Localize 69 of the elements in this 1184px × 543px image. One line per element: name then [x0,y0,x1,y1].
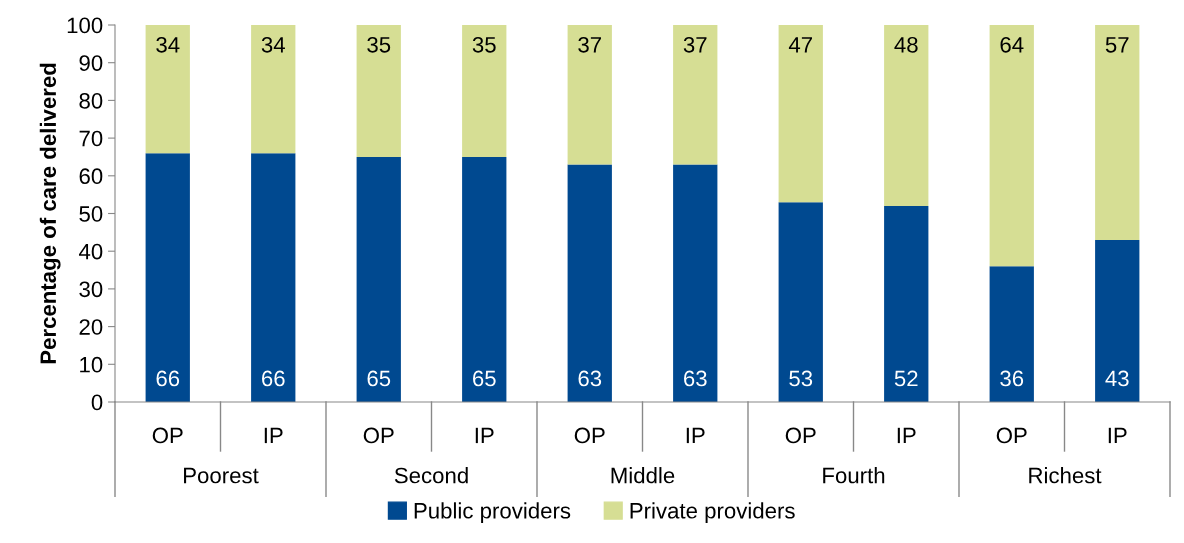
y-tick-label: 60 [79,168,103,185]
data-label: 47 [788,37,812,53]
bar [778,25,823,203]
text: Fourth [823,467,885,484]
data-label: 52 [894,370,918,387]
data-label: 57 [1105,37,1129,53]
data-label: 35 [472,36,496,53]
data-label: 43 [1105,370,1129,387]
data-label: 34 [156,36,180,53]
text: Richest [1029,467,1102,484]
x-tick-label: OP [574,427,605,444]
bar [356,25,401,157]
text: Second [394,467,468,484]
bar [462,156,507,402]
y-tick-label: 70 [79,130,103,147]
data-label: 65 [473,370,496,387]
y-axis-title: Percentage of care delivered [39,63,61,364]
data-label: 66 [262,370,285,387]
y-tick-label: 20 [79,319,103,335]
y-tick-label: 90 [79,55,103,71]
y-tick-label: 50 [79,206,103,222]
y-tick-label: 80 [79,92,103,109]
x-tick-label: IP [897,427,916,444]
bar [778,202,823,402]
legend-label: Public providers [414,502,571,523]
text: Poorest [184,467,259,484]
bar [567,164,612,402]
x-tick-label: OP [152,427,183,444]
bar [1095,239,1140,402]
x-tick-label: IP [475,427,494,444]
x-tick-label: IP [264,427,283,444]
x-tick-label: OP [785,427,816,444]
data-label: 53 [789,370,813,387]
data-label: 63 [684,370,707,387]
data-label: 37 [683,36,707,53]
x-tick-label: IP [686,427,705,444]
data-label: 37 [578,36,601,53]
x-tick-label: OP [363,427,394,444]
y-tick-label: 40 [78,243,103,260]
x-tick-label: IP [1108,427,1127,444]
data-label: 63 [578,370,602,387]
data-label: 36 [1000,370,1024,387]
bar [884,205,929,402]
y-tick-label: 30 [79,281,103,298]
bar [673,164,718,402]
bar [251,25,296,154]
bar [884,25,929,206]
data-label: 66 [156,370,180,387]
bar [567,25,612,165]
y-tick-label: 10 [80,356,103,373]
text: Middle [611,467,675,484]
data-label: 65 [367,370,391,387]
bar [356,156,401,402]
bar [251,153,296,402]
data-label: 64 [1000,36,1024,53]
bar [989,25,1034,267]
data-label: 35 [367,36,391,53]
bar [673,25,718,165]
data-label: 48 [894,36,918,53]
y-tick-label: 0 [91,394,103,411]
y-tick-label: 100 [67,17,103,34]
bar [1095,25,1140,240]
bar [989,266,1034,402]
bar [145,153,190,402]
bar [462,25,507,157]
x-tick-label: OP [996,427,1027,444]
data-label: 34 [261,36,285,53]
bar [145,25,190,154]
legend-label: Private providers [630,502,795,523]
